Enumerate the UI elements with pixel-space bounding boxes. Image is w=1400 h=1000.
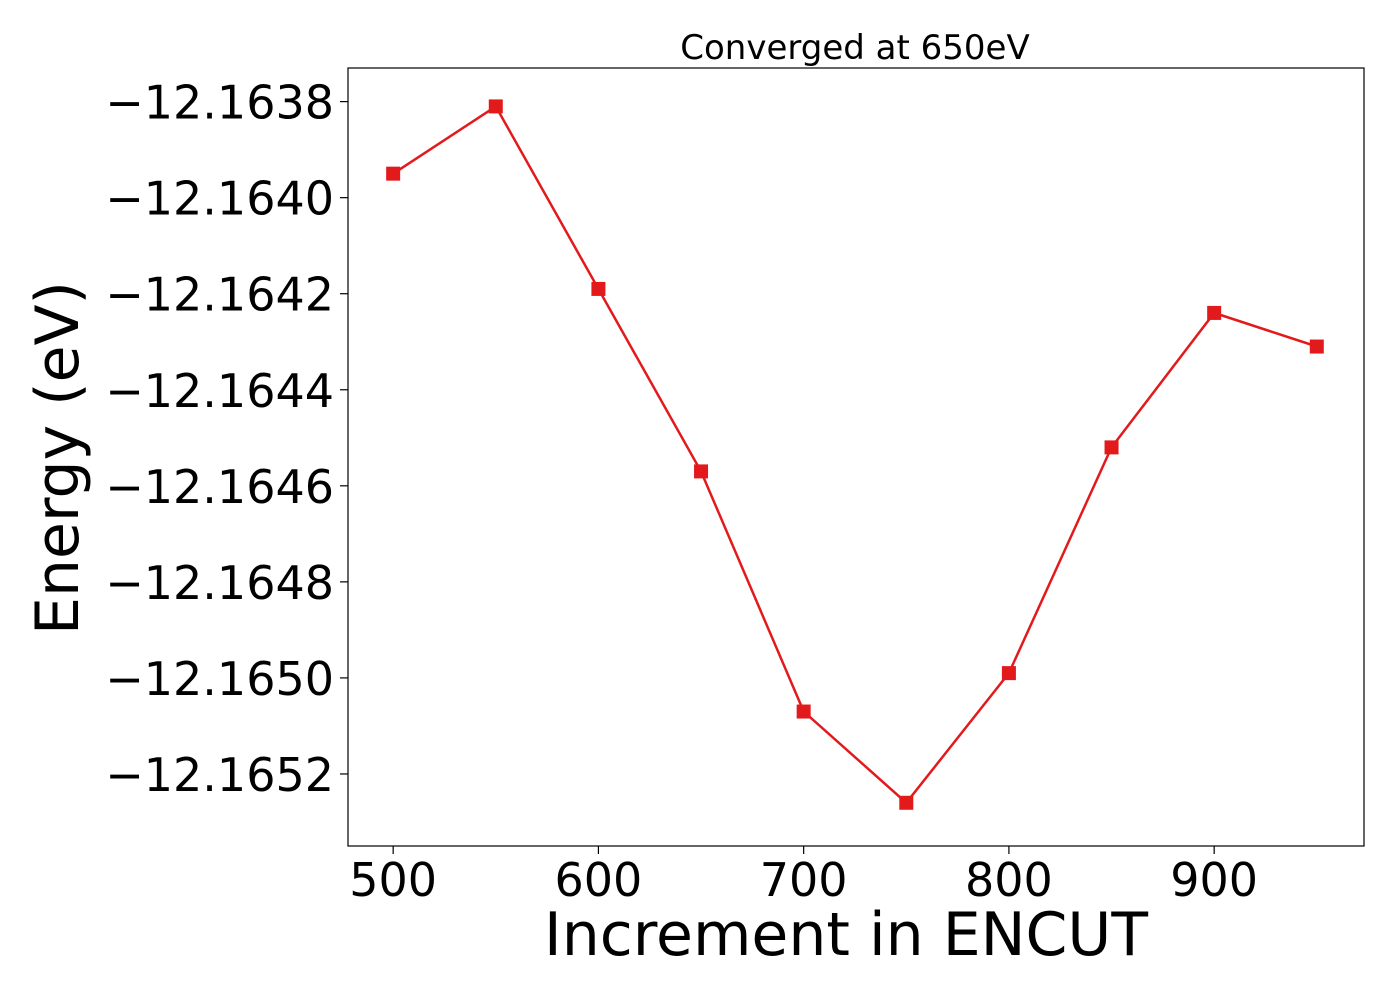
data-point-marker (694, 464, 709, 479)
y-axis: −12.1638 −12.1640 −12.1642 −12.1644 −12.1646… (105, 76, 348, 802)
x-tick-label: 800 (965, 853, 1053, 907)
y-tick-label: −12.1648 (105, 556, 334, 610)
data-point-marker (796, 704, 811, 719)
y-tick-label: −12.1644 (105, 364, 334, 418)
data-point-marker (1001, 666, 1016, 681)
chart-title: Converged at 650eV (680, 28, 1029, 68)
y-tick-label: −12.1650 (105, 652, 334, 706)
series-layer (386, 99, 1324, 810)
y-tick-label: −12.1642 (105, 268, 334, 322)
x-tick-label: 600 (555, 853, 643, 907)
x-axis-title: Increment in ENCUT (544, 900, 1148, 970)
y-axis-title: Energy (eV) (23, 281, 93, 635)
y-tick-label: −12.1640 (105, 172, 334, 226)
y-tick-label: −12.1638 (105, 76, 334, 130)
x-tick-label: 900 (1170, 853, 1258, 907)
energy-series-line (392, 104, 1318, 805)
data-point-marker (1207, 305, 1222, 320)
data-point-marker (1309, 339, 1324, 354)
x-axis: 500 600 700 800 900 (349, 846, 1258, 907)
x-tick-label: 700 (760, 853, 848, 907)
data-point-marker (899, 795, 914, 810)
data-point-marker (488, 99, 503, 114)
data-point-marker (1104, 440, 1119, 455)
data-point-marker (591, 281, 606, 296)
y-tick-label: −12.1646 (105, 460, 334, 514)
data-point-marker (386, 166, 401, 181)
plot-area-frame (347, 67, 1365, 847)
y-tick-label: −12.1652 (105, 748, 334, 802)
x-tick-label: 500 (349, 853, 437, 907)
